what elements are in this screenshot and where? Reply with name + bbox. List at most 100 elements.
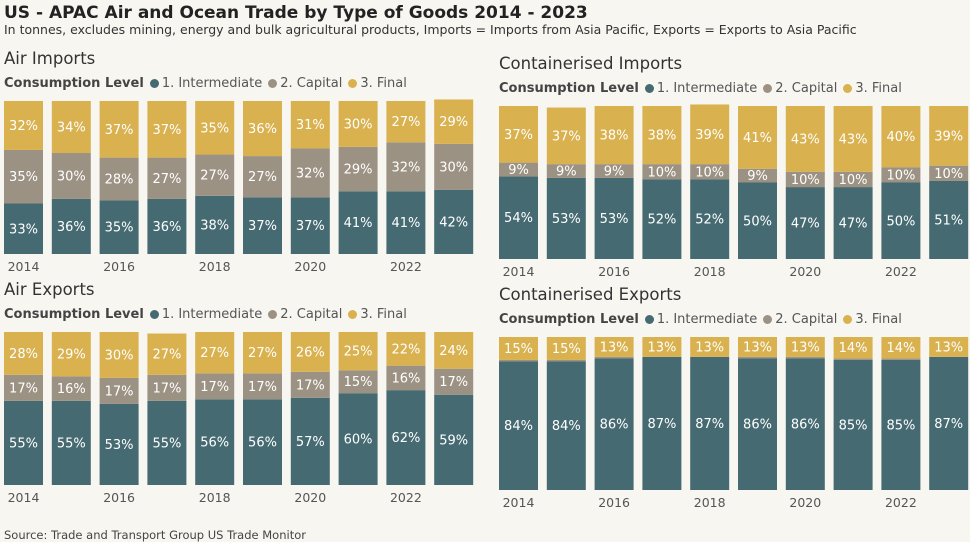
data-label: 36%	[57, 220, 86, 235]
x-tick-label: 2016	[103, 259, 135, 274]
data-label: 84%	[552, 419, 581, 434]
data-label: 13%	[647, 340, 676, 355]
legend-title: Consumption Level	[499, 81, 639, 96]
data-label: 33%	[9, 222, 38, 237]
data-label: 30%	[439, 160, 468, 175]
bar-segment-intermediate	[594, 177, 634, 259]
bar-segment-intermediate	[690, 356, 730, 490]
data-label: 30%	[344, 117, 373, 132]
x-tick-label: 2014	[8, 259, 40, 274]
bar-segment-capital	[642, 164, 682, 180]
data-label: 54%	[504, 211, 533, 226]
legend-swatch	[348, 310, 358, 319]
data-label: 9%	[747, 169, 768, 184]
legend-swatch	[268, 79, 278, 88]
data-label: 50%	[743, 214, 772, 229]
bar-segment-final	[4, 332, 43, 375]
legend-swatch	[843, 315, 853, 324]
data-label: 38%	[647, 129, 676, 144]
legend-label: 1. Intermediate	[656, 312, 758, 327]
bar-segment-intermediate	[243, 197, 282, 254]
bar-segment-final	[881, 106, 921, 168]
legend-label: 1. Intermediate	[656, 81, 758, 96]
bar-segment-intermediate	[499, 176, 538, 259]
bar-segment-intermediate	[785, 187, 825, 259]
bar-segment-intermediate	[642, 179, 682, 259]
bar-segment-capital	[51, 153, 91, 199]
data-label: 10%	[647, 165, 676, 180]
bar-segment-capital	[833, 171, 873, 188]
legend-title: Consumption Level	[4, 307, 144, 322]
data-label: 10%	[886, 168, 915, 183]
bar-segment-capital	[4, 149, 43, 204]
x-tick-label: 2016	[598, 264, 630, 279]
legend-swatch	[149, 310, 159, 319]
data-label: 17%	[439, 375, 468, 390]
legend-item-intermediate: 1. Intermediate	[644, 312, 758, 327]
data-label: 41%	[743, 131, 772, 146]
data-label: 34%	[57, 121, 86, 136]
panel-air-imports: Air Imports Consumption Level 1. Interme…	[4, 49, 474, 277]
data-label: 16%	[391, 371, 420, 386]
x-tick-label: 2018	[199, 490, 231, 505]
bar-segment-intermediate	[738, 358, 777, 490]
bar-segment-intermediate	[499, 361, 538, 490]
data-label: 17%	[296, 378, 325, 393]
data-label: 14%	[839, 341, 868, 356]
data-label: 38%	[200, 218, 229, 233]
data-label: 9%	[604, 165, 625, 180]
data-label: 35%	[9, 170, 38, 185]
data-label: 53%	[600, 212, 629, 227]
data-label: 41%	[391, 216, 420, 231]
legend-item-intermediate: 1. Intermediate	[149, 307, 262, 322]
data-label: 37%	[552, 129, 581, 144]
bar-segment-final	[929, 106, 969, 166]
legend-swatch	[763, 84, 773, 93]
bar-segment-final	[642, 337, 682, 357]
data-label: 37%	[152, 123, 181, 138]
bar-segment-final	[386, 332, 426, 366]
bar-segment-capital	[147, 374, 187, 401]
bar-segment-intermediate	[785, 358, 825, 490]
bar-segment-final	[499, 337, 538, 360]
legend-label: 2. Capital	[280, 307, 343, 322]
bar-segment-final	[99, 101, 139, 158]
data-label: 37%	[504, 128, 533, 143]
data-label: 42%	[439, 215, 468, 230]
data-label: 17%	[200, 380, 229, 395]
data-label: 27%	[248, 346, 277, 361]
bar-segment-final	[434, 99, 474, 144]
bar-segment-intermediate	[51, 400, 91, 485]
data-label: 86%	[743, 418, 772, 433]
data-label: 57%	[296, 435, 325, 450]
data-label: 15%	[504, 342, 533, 357]
data-label: 41%	[344, 216, 373, 231]
bar-segment-intermediate	[434, 394, 474, 485]
panel-air-exports: Air Exports Consumption Level 1. Interme…	[4, 280, 474, 508]
bar-segment-final	[99, 332, 139, 378]
data-label: 38%	[600, 129, 629, 144]
bar-segment-capital	[99, 157, 139, 201]
bar-segment-final	[833, 337, 873, 359]
data-label: 28%	[9, 347, 38, 362]
data-label: 52%	[695, 213, 724, 228]
legend: Consumption Level 1. Intermediate 2. Cap…	[499, 81, 908, 96]
bar-segment-capital	[881, 358, 921, 360]
x-tick-label: 2020	[294, 490, 326, 505]
data-label: 10%	[934, 167, 963, 182]
bar-segment-intermediate	[434, 189, 474, 254]
data-label: 55%	[57, 436, 86, 451]
data-label: 29%	[439, 115, 468, 130]
data-label: 17%	[248, 380, 277, 395]
data-label: 53%	[552, 212, 581, 227]
bar-segment-intermediate	[546, 177, 586, 259]
bar-segment-final	[290, 101, 330, 149]
data-label: 86%	[600, 418, 629, 433]
chart-svg: 84% 15% 2014 84% 15% 86% 13% 2016 87% 13% 87% 13% 20…	[499, 337, 969, 510]
bar-segment-final	[147, 333, 187, 375]
bar-segment-final	[881, 337, 921, 359]
chart-svg: 55% 17% 28% 2014 55% 16% 29% 53% 17% 30% 2016 55% 17…	[4, 332, 474, 505]
x-tick-label: 2014	[503, 264, 535, 279]
data-label: 13%	[743, 340, 772, 355]
bar-segment-capital	[881, 167, 921, 183]
